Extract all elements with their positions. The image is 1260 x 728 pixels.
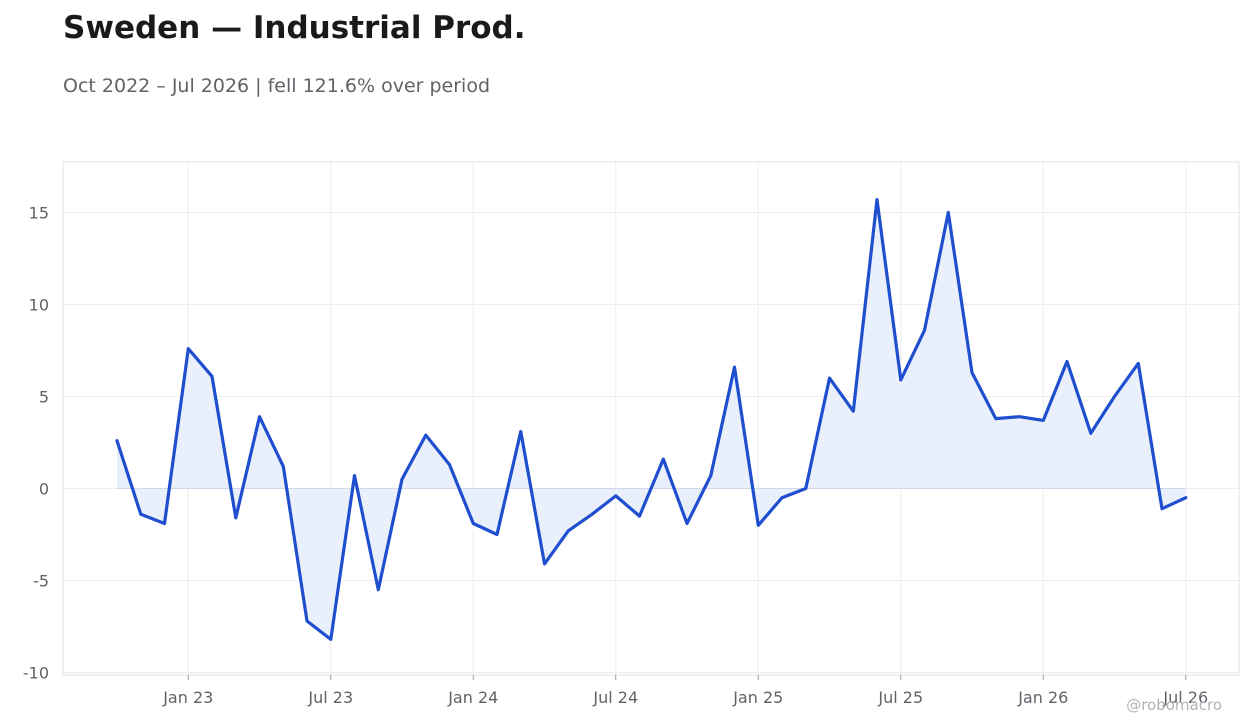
x-axis-ticks: Jan 23 Jul 23 Jan 24 Jul 24 Jan 25 Jul 25 Jan … xyxy=(162,675,1208,707)
chart-subtitle: Oct 2022 – Jul 2026 | fell 121.6% over p… xyxy=(63,75,491,97)
y-tick-label: 15 xyxy=(29,204,49,223)
x-tick-label: Jan 25 xyxy=(732,688,783,707)
x-tick-label: Jul 23 xyxy=(307,688,353,707)
x-tick-label: Jan 26 xyxy=(1017,688,1068,707)
plot-frame xyxy=(62,161,1240,676)
x-tick-label: Jul 26 xyxy=(1162,688,1208,707)
series-line xyxy=(115,198,1188,641)
y-axis-ticks: -10 -5 0 5 10 15 xyxy=(23,204,49,683)
x-tick-label: Jul 25 xyxy=(877,688,923,707)
x-tick-label: Jan 24 xyxy=(447,688,498,707)
y-tick-label: 10 xyxy=(29,296,49,315)
chart-title: Sweden — Industrial Prod. xyxy=(63,10,526,46)
watermark: @robomacro xyxy=(1126,696,1222,714)
x-tick-label: Jan 23 xyxy=(162,688,213,707)
x-tick-label: Jul 24 xyxy=(592,688,638,707)
y-tick-label: -5 xyxy=(33,572,49,591)
y-tick-label: -10 xyxy=(23,664,49,683)
y-tick-label: 0 xyxy=(39,480,49,499)
series-area-fill xyxy=(117,199,1186,640)
y-tick-label: 5 xyxy=(39,388,49,407)
